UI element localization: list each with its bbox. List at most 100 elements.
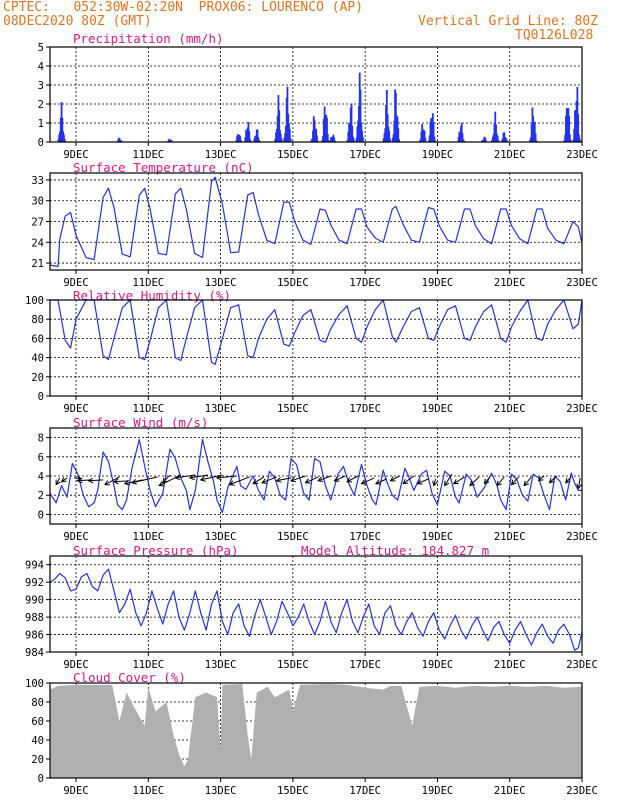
rh-ytick-label: 80 (31, 314, 44, 326)
wind-arrow-head (228, 480, 235, 486)
wind-arrow (402, 475, 415, 485)
wind-arrow (88, 479, 104, 482)
pres-xtick-label: 11DEC (132, 659, 164, 671)
rh-xtick-label: 15DEC (277, 403, 309, 415)
wind-arrow-head (104, 480, 110, 486)
precip-bar (352, 139, 355, 142)
temp-panel: Surface Temperature (nC) 21 24 27 30 33 9DEC 11… (31, 160, 597, 289)
rh-xtick-label: 19DEC (422, 403, 454, 415)
wind-arrow-head (432, 480, 438, 487)
pres-ytick-label: 992 (25, 577, 44, 589)
temp-xtick-label: 9DEC (63, 277, 88, 289)
wind-arrow (433, 478, 437, 486)
wind-arrow-head (375, 479, 382, 485)
cloud-frame (49, 682, 583, 779)
wind-arrow-head (188, 474, 195, 481)
precip-bar (389, 138, 391, 142)
rh-ytick-label: 20 (31, 372, 44, 384)
precip-bar (316, 140, 319, 142)
precip-bar (533, 121, 536, 142)
temp-ytick-label: 24 (31, 237, 44, 249)
wind-arrow (511, 476, 520, 485)
precip-bar (280, 138, 283, 142)
wind-xtick-label: 19DEC (422, 531, 454, 543)
rh-xtick-label: 11DEC (132, 403, 164, 415)
precip-bar (397, 128, 400, 142)
wind-arrow (104, 476, 120, 486)
precip-bar (432, 122, 435, 142)
wind-arrow-head (252, 479, 259, 485)
wind-arrow (453, 476, 465, 485)
wind-arrow-head (452, 479, 459, 485)
cloud-area (50, 683, 582, 778)
wind-arrow (390, 475, 400, 482)
wind-arrow-head (87, 477, 94, 484)
precip-xtick-label: 13DEC (205, 149, 237, 161)
pres-ytick-label: 994 (25, 560, 44, 572)
pres-xtick-label: 13DEC (205, 659, 237, 671)
temp-series-line (49, 176, 583, 268)
precip-bar (239, 136, 242, 142)
wind-arrow-head (389, 476, 396, 482)
cloud-ytick-label: 60 (31, 716, 44, 728)
cloud-panel: Cloud Cover (%) 0 20 40 60 80 100 9DEC 11DEC 13DE… (25, 670, 598, 797)
precip-bar (333, 137, 336, 142)
wind-ytick-label: 8 (38, 433, 44, 445)
wind-arrow-head (123, 480, 130, 486)
temp-ytick-label: 27 (31, 217, 44, 229)
precip-bar (249, 140, 252, 142)
wind-arrow-head (112, 478, 119, 485)
precip-ytick-label: 2 (38, 99, 44, 111)
wind-xtick-label: 23DEC (566, 531, 598, 543)
precip-bar (485, 140, 487, 142)
wind-arrow (565, 476, 572, 484)
wind-arrow-head (548, 477, 555, 484)
precip-bar (289, 138, 292, 142)
temp-xtick-label: 21DEC (494, 277, 526, 289)
rh-xtick-label: 17DEC (349, 403, 381, 415)
wind-title: Surface Wind (m/s) (73, 415, 208, 430)
precip-bar (433, 136, 436, 142)
precip-bar (424, 137, 427, 142)
temp-xtick-label: 15DEC (277, 277, 309, 289)
cloud-xtick-label: 19DEC (422, 785, 454, 797)
cloud-ytick-label: 100 (25, 678, 44, 690)
wind-arrow-head (317, 476, 324, 482)
wind-arrow (61, 477, 68, 483)
wind-arrow (131, 476, 158, 484)
wind-arrow-head (444, 480, 450, 487)
precip-xtick-label: 9DEC (63, 149, 88, 161)
wind-arrow-head (346, 477, 353, 483)
wind-arrow (538, 475, 545, 482)
wind-arrow (189, 474, 209, 479)
cloud-xtick-label: 13DEC (205, 785, 237, 797)
wind-arrow (444, 473, 453, 486)
rh-ytick-label: 60 (31, 333, 44, 345)
precip-bar (361, 130, 364, 142)
pres-xtick-label: 23DEC (566, 659, 598, 671)
temp-xtick-label: 23DEC (566, 277, 598, 289)
wind-xtick-label: 15DEC (277, 531, 309, 543)
wind-arrow-head (510, 479, 517, 486)
wind-arrow (162, 474, 171, 484)
wind-xtick-label: 9DEC (63, 531, 88, 543)
wind-arrow (469, 476, 480, 486)
precip-xtick-label: 23DEC (566, 149, 598, 161)
cloud-xtick-label: 21DEC (494, 785, 526, 797)
pres-series-line (49, 568, 583, 651)
wind-arrow (346, 475, 359, 483)
precip-bar (484, 137, 487, 142)
wind-ytick-label: 6 (38, 452, 44, 464)
precip-bar (359, 89, 362, 142)
precip-bar (497, 140, 500, 142)
precip-bar (461, 133, 464, 142)
precip-bar (63, 139, 66, 142)
wind-arrow (417, 478, 429, 485)
wind-arrow (77, 479, 91, 482)
temp-xtick-label: 19DEC (422, 277, 454, 289)
wind-arrow-head (576, 483, 582, 490)
wind-arrow (261, 476, 277, 484)
wind-arrow (290, 475, 306, 482)
wind-arrow-head (483, 478, 490, 485)
precip-bar (505, 139, 508, 142)
